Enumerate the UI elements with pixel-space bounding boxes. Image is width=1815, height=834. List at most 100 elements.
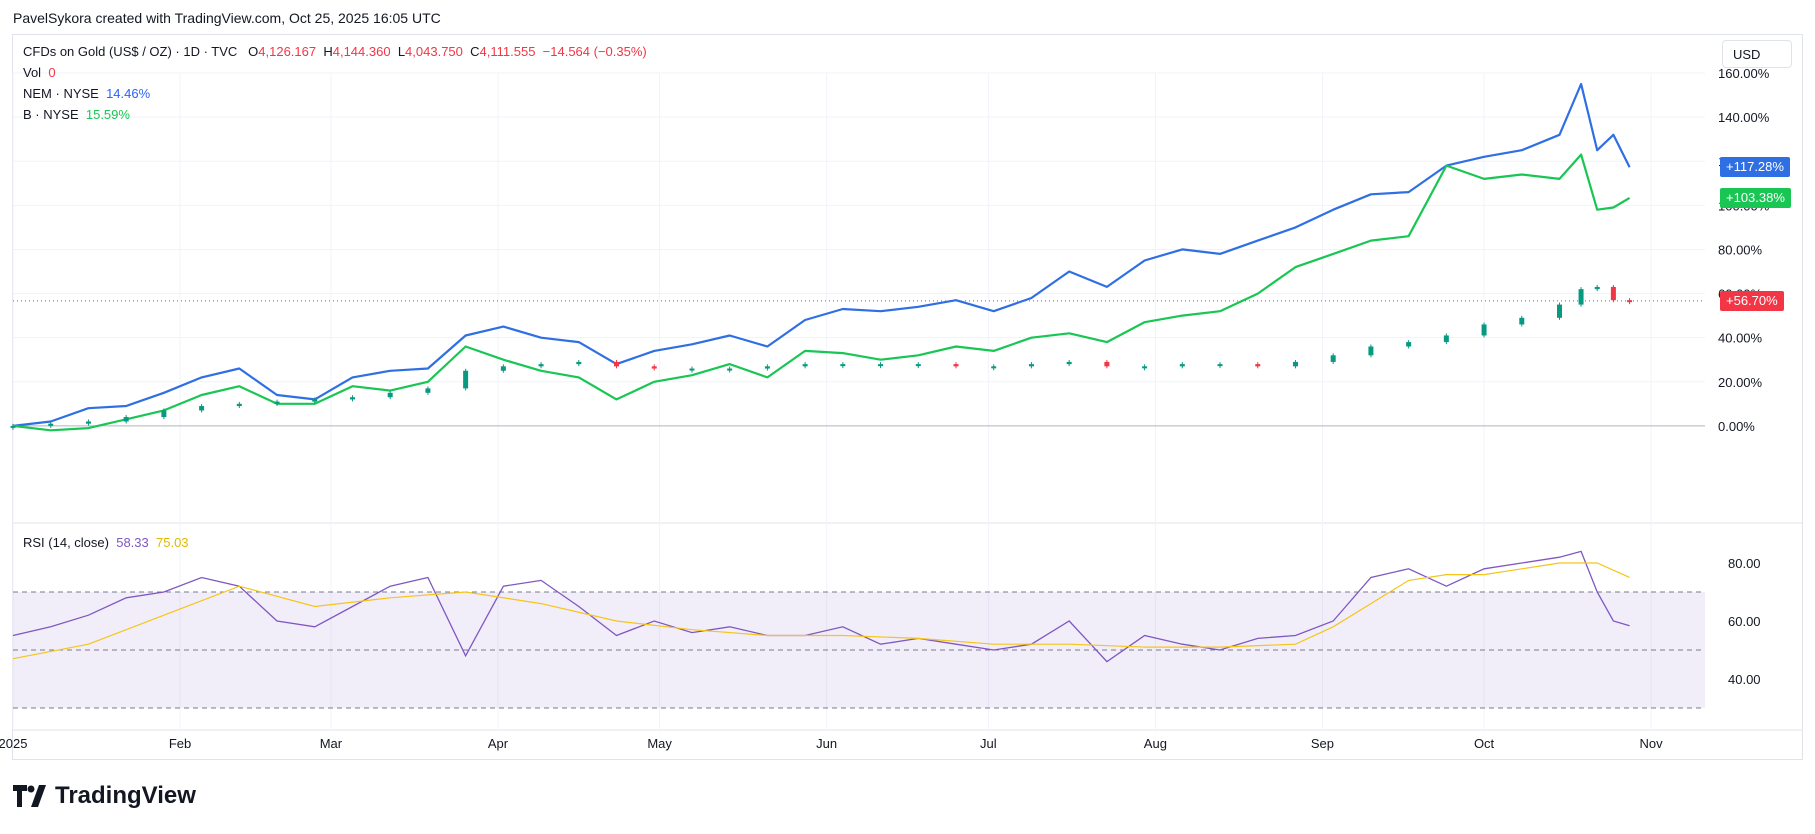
gold-candle xyxy=(425,388,431,393)
close-label: C xyxy=(470,44,480,59)
x-tick-label: Sep xyxy=(1311,736,1334,751)
x-tick-label: May xyxy=(647,736,672,751)
gold-candle xyxy=(651,366,657,369)
x-tick-label: Feb xyxy=(169,736,191,751)
gold-candle xyxy=(1443,335,1449,343)
x-tick-label: Jul xyxy=(980,736,997,751)
high-label: H xyxy=(323,44,333,59)
gold-candle xyxy=(123,417,129,422)
gold-candle xyxy=(1255,364,1261,367)
rsi-value: 58.33 xyxy=(116,535,149,550)
gold-candle xyxy=(1104,361,1110,367)
x-tick-label: Aug xyxy=(1144,736,1167,751)
gold-candle xyxy=(1557,304,1563,318)
low-value: 4,043.750 xyxy=(405,44,463,59)
tradingview-logo[interactable]: TradingView xyxy=(13,782,196,810)
b-last-value-tag: +103.38% xyxy=(1720,187,1791,208)
low-label: L xyxy=(397,44,406,59)
close-value: 4,111.555 xyxy=(479,44,536,59)
gold-candle xyxy=(1519,317,1525,325)
gold-candle xyxy=(727,368,733,371)
gold-candle xyxy=(274,401,280,404)
rsi-ma-line xyxy=(12,562,1630,660)
gold-candle xyxy=(161,410,167,418)
gold-candle xyxy=(85,421,91,424)
vol-value: 0 xyxy=(48,65,56,80)
gold-candle xyxy=(1578,289,1584,305)
gold-candle xyxy=(991,366,997,369)
x-tick-label: Apr xyxy=(488,736,509,751)
gold-candle xyxy=(953,364,959,367)
gold-candle xyxy=(1179,364,1185,367)
rsi-bands xyxy=(13,591,1705,709)
gold-candle xyxy=(349,397,355,400)
gold-candle xyxy=(1217,364,1223,367)
gold-candle xyxy=(1368,346,1374,356)
gold-candle xyxy=(500,366,506,371)
b-series-line xyxy=(12,153,1631,432)
b-legend: B · NYSE 15.59% xyxy=(23,107,130,122)
gold-candle xyxy=(387,392,393,398)
vol-label: Vol xyxy=(23,65,42,80)
rsi-y-tick-label: 60.00 xyxy=(1728,614,1761,629)
gold-candle xyxy=(463,370,469,389)
nem-value: 14.46% xyxy=(106,86,151,101)
x-tick-label: Nov xyxy=(1640,736,1664,751)
b-label: B · NYSE xyxy=(23,107,79,122)
y-tick-label: 0.00% xyxy=(1718,419,1755,434)
gold-candle xyxy=(840,364,846,367)
gold-candle xyxy=(1610,286,1616,301)
high-value: 4,144.360 xyxy=(332,44,391,59)
rsi-y-tick-label: 80.00 xyxy=(1728,556,1761,571)
nem-label: NEM · NYSE xyxy=(23,86,99,101)
grid-lines xyxy=(12,72,1803,731)
rsi-ma-value: 75.03 xyxy=(156,535,189,550)
gold-last-value-tag: +56.70% xyxy=(1720,290,1784,311)
y-tick-label: 40.00% xyxy=(1718,331,1763,346)
y-tick-label: 140.00% xyxy=(1718,110,1770,125)
x-tick-label: Oct xyxy=(1474,736,1495,751)
logo-text: TradingView xyxy=(55,782,196,809)
series-layer xyxy=(10,82,1705,663)
open-value: 4,126.167 xyxy=(258,44,317,59)
x-tick-label: Mar xyxy=(320,736,343,751)
gold-candle xyxy=(614,361,620,367)
gold-candle xyxy=(576,361,582,365)
gold-candle xyxy=(199,406,205,411)
change-value: −14.564 (−0.35%) xyxy=(542,44,647,59)
symbol-label: CFDs on Gold (US$ / OZ) · 1D · TVC xyxy=(23,44,238,59)
gold-candle xyxy=(1142,366,1148,369)
gold-candle xyxy=(312,399,318,402)
nem-last-value-tag: +117.28% xyxy=(1720,157,1790,178)
gold-candle xyxy=(915,364,921,367)
rsi-legend: RSI (14, close) 58.33 75.03 xyxy=(23,535,189,550)
currency-button[interactable]: USD xyxy=(1722,40,1792,68)
gold-candle xyxy=(1028,364,1034,367)
tradingview-logo-icon xyxy=(13,785,46,807)
rsi-label: RSI (14, close) xyxy=(23,535,109,550)
gold-candle xyxy=(538,364,544,367)
y-tick-label: 160.00% xyxy=(1718,66,1770,81)
gold-candle xyxy=(1066,361,1072,365)
rsi-y-tick-label: 40.00 xyxy=(1728,672,1761,687)
y-tick-label: 20.00% xyxy=(1718,375,1763,390)
main-legend: CFDs on Gold (US$ / OZ) · 1D · TVC O4,12… xyxy=(23,44,647,59)
x-tick-label: Jun xyxy=(816,736,837,751)
x-tick-label: 2025 xyxy=(0,736,27,751)
gold-candle xyxy=(802,364,808,367)
gold-candle xyxy=(1406,342,1412,347)
gold-candle xyxy=(48,423,54,426)
gold-candle xyxy=(689,368,695,371)
gold-candle xyxy=(878,364,884,367)
vol-legend: Vol 0 xyxy=(23,65,56,80)
chart-caption: PavelSykora created with TradingView.com… xyxy=(13,10,441,26)
open-label: O xyxy=(248,44,259,59)
y-tick-label: 80.00% xyxy=(1718,242,1763,257)
gold-candle xyxy=(236,403,242,407)
b-value: 15.59% xyxy=(85,107,130,122)
gold-candle xyxy=(1330,355,1336,362)
gold-candle xyxy=(1481,324,1487,336)
gold-candle xyxy=(764,366,770,369)
nem-legend: NEM · NYSE 14.46% xyxy=(23,86,150,101)
